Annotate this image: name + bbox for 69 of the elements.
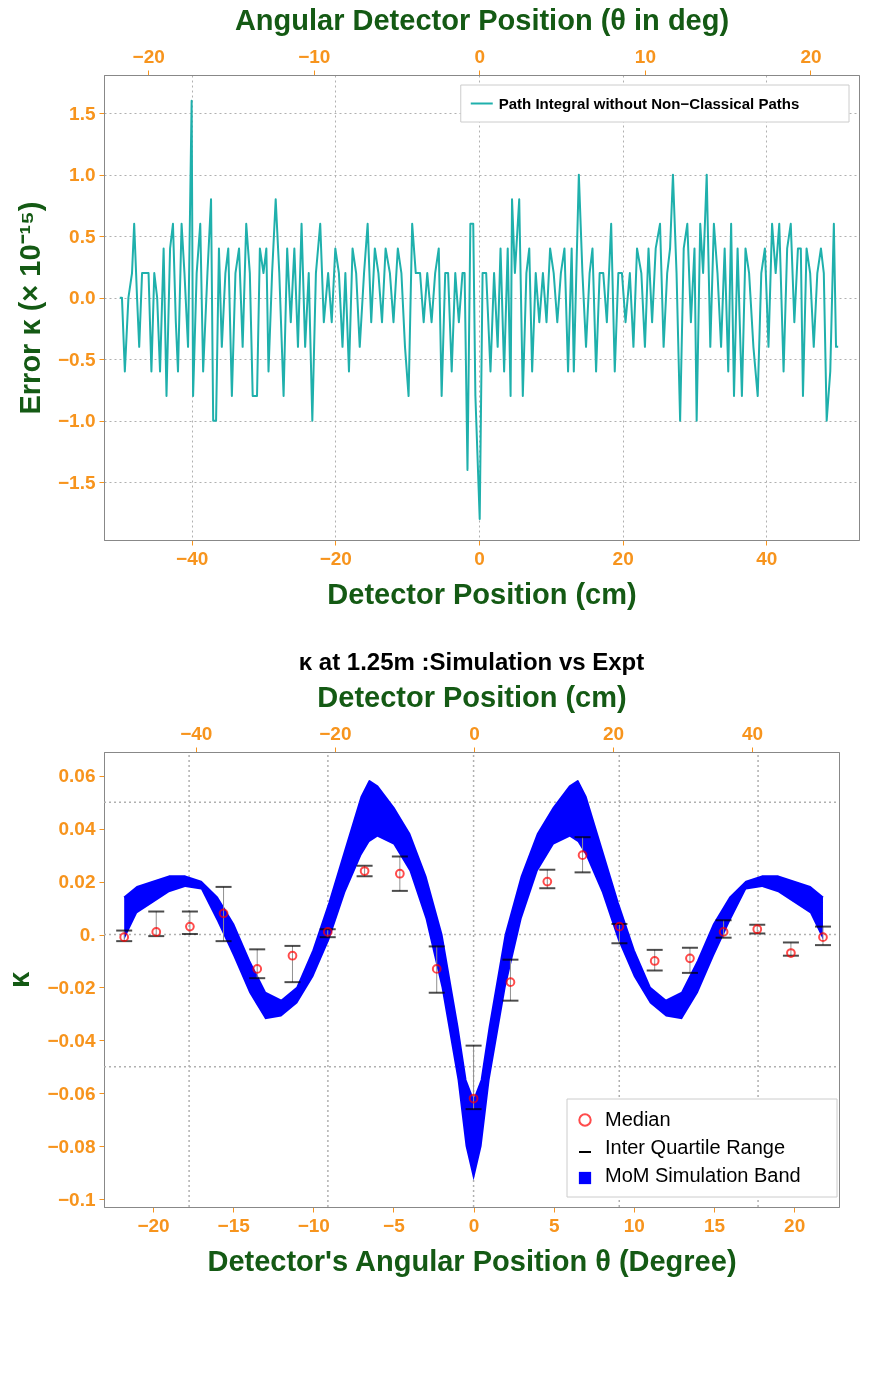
y-tick-label: 0.04 [58, 818, 96, 840]
legend-label: Median [605, 1108, 671, 1130]
y-axis-title: κ [3, 971, 36, 989]
point [218, 908, 229, 919]
point [468, 1093, 479, 1104]
y-tick-label: 0. [79, 924, 96, 946]
x-tick-label: 15 [703, 1214, 726, 1236]
y-tick-label: 0.5 [69, 225, 96, 247]
x-tick-label: −40 [176, 547, 209, 569]
point [287, 950, 298, 961]
x-tick-label: −10 [297, 1214, 330, 1236]
x2-tick-label: 10 [634, 45, 656, 67]
point [394, 868, 405, 879]
point [685, 953, 695, 964]
x-tick-label: 20 [612, 547, 634, 569]
point [818, 932, 828, 943]
x-tick-label: −5 [383, 1214, 406, 1236]
point [185, 921, 195, 932]
x2-tick-label: −20 [319, 722, 352, 744]
point [151, 927, 162, 937]
x2-tick-label: 0 [474, 45, 486, 67]
x-tick-label: 40 [756, 547, 778, 569]
y-tick-label: −0.1 [57, 1188, 96, 1210]
y-tick-label: 1.5 [69, 102, 96, 124]
x-tick-label: 0 [468, 1214, 480, 1236]
y-tick-label: 1.0 [69, 164, 96, 186]
x-tick-label: −20 [137, 1214, 170, 1236]
x-axis-title: Detector Position (cm) [327, 577, 637, 610]
y-tick-label: −1.0 [57, 410, 96, 432]
point [577, 850, 588, 861]
y-tick-label: 0.06 [58, 765, 96, 787]
y-tick-label: −0.5 [57, 348, 96, 370]
x2-tick-label: −20 [132, 45, 165, 67]
x-tick-label: 0 [474, 547, 485, 569]
point [505, 977, 516, 988]
x2-tick-label: 20 [800, 45, 822, 67]
legend-label: Path Integral without Non−Classical Paths [498, 94, 800, 112]
y-tick-label: −0.02 [47, 976, 96, 998]
y-tick-label: −1.5 [57, 471, 96, 493]
y-tick-label: 0.02 [58, 871, 96, 893]
legend-label: MoM Simulation Band [605, 1164, 801, 1186]
x2-axis-title: Detector Position (cm) [317, 680, 627, 713]
x-axis-title: Detector's Angular Position θ (Degree) [207, 1244, 737, 1277]
x-tick-label: 5 [548, 1214, 560, 1236]
line-series [118, 99, 840, 521]
x2-tick-label: −40 [180, 722, 213, 744]
x2-tick-label: 20 [602, 722, 625, 744]
y-axis-title: Error κ (× 10⁻¹⁵) [13, 201, 46, 415]
y-tick-label: −0.06 [47, 1082, 96, 1104]
x-tick-label: 20 [784, 1214, 806, 1236]
point [718, 927, 729, 937]
chart-title: κ at 1.25m :Simulation vs Expt [298, 648, 645, 675]
point [649, 956, 660, 966]
x2-tick-label: 0 [469, 722, 480, 744]
x-tick-label: −15 [217, 1214, 251, 1236]
x2-tick-label: −10 [298, 45, 331, 67]
point [542, 876, 553, 887]
annotation: Inter Quartile Range [605, 1136, 786, 1158]
x2-axis-title: Angular Detector Position (θ in deg) [234, 3, 730, 36]
y-tick-label: 0.0 [69, 287, 96, 309]
x-tick-label: 10 [623, 1214, 645, 1236]
point [252, 964, 263, 974]
x2-tick-label: 40 [742, 722, 764, 744]
point [431, 964, 442, 974]
point [614, 921, 625, 932]
y-tick-label: −0.04 [47, 1029, 96, 1051]
point [786, 948, 796, 958]
x-tick-label: −20 [319, 547, 352, 569]
y-tick-label: −0.08 [47, 1135, 96, 1157]
